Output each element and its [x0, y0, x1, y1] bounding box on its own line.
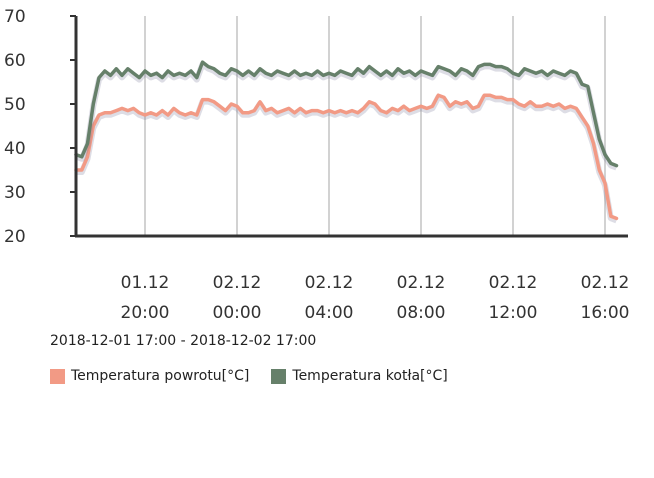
y-tick-label: 70 — [4, 7, 26, 27]
x-axis-ticks: 01.12 20:00 02.12 00:00 02.12 04:00 02.12 08:00… — [121, 273, 630, 323]
x-tick-time-label: 00:00 — [213, 303, 262, 323]
x-tick-date-label: 02.12 — [213, 273, 262, 293]
line-chart: 20 30 40 50 60 70 01.12 20:00 02.12 00:00 02.12 04… — [4, 7, 630, 323]
date-range-label: 2018-12-01 17:00 - 2018-12-02 17:00 — [50, 333, 317, 349]
x-tick-date-label: 02.12 — [581, 273, 630, 293]
x-tick-date-label: 02.12 — [305, 273, 354, 293]
legend: Temperatura powrotu[°C] Temperatura kotł… — [50, 368, 448, 384]
y-axis-ticks: 20 30 40 50 60 70 — [4, 7, 76, 247]
legend-item-boiler-temp[interactable]: Temperatura kotła[°C] — [271, 368, 448, 384]
x-tick-date-label: 02.12 — [397, 273, 446, 293]
x-tick-time-label: 12:00 — [489, 303, 538, 323]
legend-swatch-boiler-temp — [271, 368, 287, 384]
legend-label-return-temp: Temperatura powrotu[°C] — [71, 368, 250, 384]
x-tick-time-label: 20:00 — [121, 303, 170, 323]
gridlines — [144, 16, 606, 236]
x-tick-time-label: 16:00 — [581, 303, 630, 323]
x-tick-date-label: 02.12 — [489, 273, 538, 293]
y-tick-label: 20 — [4, 227, 26, 247]
y-tick-label: 30 — [4, 183, 26, 203]
legend-swatch-return-temp — [50, 368, 65, 384]
series-line-boiler-temp — [74, 60, 619, 168]
x-tick-time-label: 08:00 — [397, 303, 446, 323]
legend-label-boiler-temp: Temperatura kotła[°C] — [292, 368, 448, 384]
legend-item-return-temp[interactable]: Temperatura powrotu[°C] — [50, 368, 249, 384]
y-tick-label: 40 — [4, 139, 26, 159]
x-tick-time-label: 04:00 — [305, 303, 354, 323]
series-lines — [74, 60, 619, 224]
y-tick-label: 60 — [4, 51, 26, 71]
y-tick-label: 50 — [4, 95, 26, 115]
x-tick-date-label: 01.12 — [121, 273, 170, 293]
series-line-return-temp — [74, 93, 619, 221]
